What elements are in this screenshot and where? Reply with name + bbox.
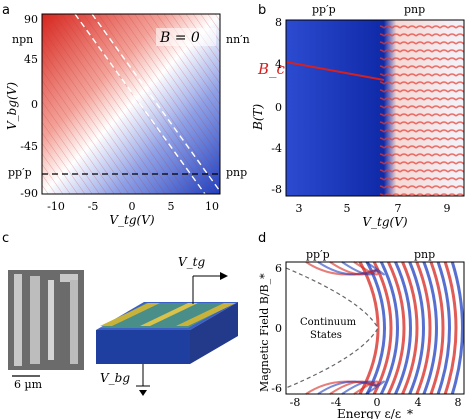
fringe-band <box>450 261 464 395</box>
panel-b-fringes <box>380 20 464 196</box>
panel-d-ytick: -6 <box>271 382 282 395</box>
panel-a-ytick: -45 <box>20 140 38 153</box>
panel-a-label-nnn: nn′n <box>226 33 250 46</box>
continuum-boundary <box>285 267 379 389</box>
panel-d-xtick: -4 <box>331 396 342 409</box>
fringe-band <box>341 380 377 395</box>
fringe-band <box>443 261 458 395</box>
device-front-face <box>96 330 190 364</box>
sem-lead <box>30 276 40 364</box>
panel-a-xtick: 5 <box>168 200 175 213</box>
panel-b-ylabel: B(T) <box>251 103 265 131</box>
fringe-band <box>365 261 385 276</box>
fringe-band <box>379 261 399 395</box>
panel-b-xtick: 9 <box>444 202 451 215</box>
panel-a-annotation-bg <box>156 28 216 46</box>
panel-c: c 6 µm V_tg V_bg <box>2 231 238 396</box>
fringe-band <box>387 261 406 395</box>
panel-b-ytick: -4 <box>271 142 282 155</box>
panel-a-annotation: B = 0 <box>159 30 200 46</box>
panel-b-frame <box>285 19 465 197</box>
panel-d-frame <box>285 261 465 395</box>
panel-d-xtick: 4 <box>415 396 422 409</box>
continuum-label-line1: Continuum <box>300 317 357 328</box>
panel-d-xlabel: Energy ε/ε_* <box>337 407 413 419</box>
panel-a-diagonal-1 <box>74 13 206 195</box>
contact-left <box>100 303 160 326</box>
top-gate-arrow <box>220 272 228 280</box>
panel-d-ytick: 0 <box>275 322 282 335</box>
device-side-face <box>190 302 238 364</box>
panel-d-ytick: 6 <box>275 262 282 275</box>
panel-d: d pp′p pnp Continuum States 6 0 -6 Magne… <box>258 231 465 419</box>
panel-d-xtick: 8 <box>455 396 462 409</box>
panel-d-fringes <box>305 261 464 395</box>
panel-a-ytick: 0 <box>31 98 38 111</box>
panel-a-label-pnp: pnp <box>226 166 247 179</box>
panel-b-xtick: 7 <box>395 202 402 215</box>
panel-b-letter: b <box>258 3 266 18</box>
fringe-band <box>394 261 412 395</box>
fringe-band <box>422 261 438 395</box>
fringe-band <box>401 261 419 395</box>
fringe-band <box>365 380 385 395</box>
panel-b-ytick: 0 <box>275 101 282 114</box>
panel-b: b pp′p pnp B_c 8 4 0 -4 -8 B(T) 3 5 7 9 … <box>251 3 465 229</box>
panel-a-xtick: 0 <box>129 200 136 213</box>
back-gate-label: V_bg <box>100 371 130 385</box>
panel-a: a B = 0 npn nn′n pp′p pnp 90 45 0 -45 -9… <box>2 3 250 227</box>
sem-lead <box>14 274 22 366</box>
fringe-band <box>341 261 377 276</box>
sem-lead <box>60 274 78 282</box>
panel-a-ylabel: V_bg(V) <box>5 82 19 130</box>
panel-d-ylabel: Magnetic Field B/B_* <box>258 273 271 392</box>
fringe-band <box>329 261 377 276</box>
panel-d-xtick: -8 <box>290 396 301 409</box>
panel-b-top-label-ppp: pp′p <box>312 3 336 16</box>
fringe-band <box>408 261 425 395</box>
top-gate <box>140 303 198 326</box>
fringe-band <box>372 261 393 395</box>
fringe-band <box>329 380 377 395</box>
panel-a-ytick: -90 <box>20 187 38 200</box>
panel-b-ytick: 8 <box>275 16 282 29</box>
continuum-label-line2: States <box>310 330 342 341</box>
panel-d-top-label-ppp: pp′p <box>306 248 330 261</box>
fringe-band <box>415 261 432 395</box>
panel-b-ytick: 4 <box>275 58 282 71</box>
sem-lead <box>48 280 54 360</box>
panel-a-xlabel: V_tg(V) <box>109 213 155 227</box>
panel-a-frame <box>41 13 221 195</box>
panel-b-xlabel: V_tg(V) <box>362 215 408 229</box>
panel-a-ytick: 90 <box>24 13 38 26</box>
panel-a-diagonal-2 <box>91 13 223 195</box>
panel-a-xtick: 10 <box>205 200 219 213</box>
panel-b-ytick: -8 <box>271 183 282 196</box>
panel-b-critical-curve <box>285 61 385 81</box>
panel-a-xtick: -10 <box>47 200 65 213</box>
top-gate-label: V_tg <box>178 255 205 269</box>
panel-b-curve-label: B_c <box>257 60 286 78</box>
scale-bar-label: 6 µm <box>14 378 43 391</box>
panel-b-xtick: 5 <box>344 202 351 215</box>
panel-c-letter: c <box>2 231 9 246</box>
panel-d-letter: d <box>258 231 266 246</box>
fringe-band <box>365 261 386 395</box>
fringe-band <box>436 261 451 395</box>
panel-b-xtick: 3 <box>296 202 303 215</box>
panel-b-top-label-pnp: pnp <box>404 3 425 16</box>
panel-a-xtick: -5 <box>88 200 99 213</box>
panel-a-label-ppp: pp′p <box>8 166 32 179</box>
back-gate-arrow <box>139 390 147 396</box>
panel-a-ytick: 45 <box>24 53 38 66</box>
panel-d-top-label-pnp: pnp <box>414 248 435 261</box>
panel-a-label-npn: npn <box>12 33 33 46</box>
panel-a-letter: a <box>2 3 10 18</box>
fringe-band <box>429 261 445 395</box>
sem-lead <box>70 280 78 364</box>
contact-right <box>176 303 236 326</box>
panel-d-xtick: 0 <box>374 396 381 409</box>
